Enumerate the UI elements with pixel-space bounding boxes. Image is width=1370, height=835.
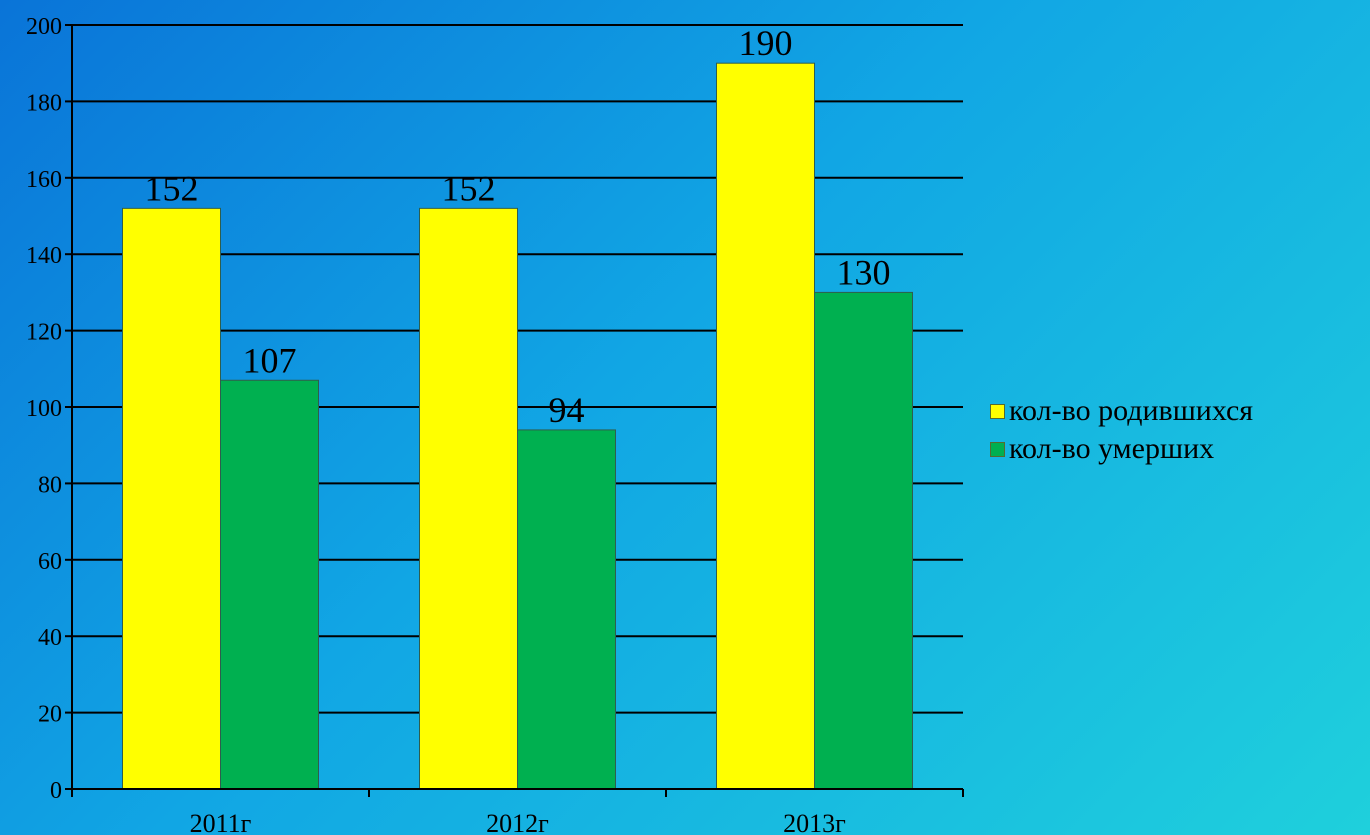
y-tick-label: 60 <box>38 549 62 575</box>
legend-label-births: кол-во родившихся <box>1009 394 1254 427</box>
data-label: 107 <box>243 340 297 380</box>
bar <box>517 429 616 790</box>
data-labels: 152 107 152 94 190 130 <box>145 23 891 430</box>
data-label: 190 <box>739 23 793 63</box>
y-tick-label: 140 <box>26 243 62 269</box>
y-tick-label: 120 <box>26 320 62 346</box>
legend-item-births: кол-во родившихся <box>990 392 1365 430</box>
y-tick-label: 160 <box>26 167 62 193</box>
y-tick-label: 180 <box>26 90 62 116</box>
legend-label-deaths: кол-во умерших <box>1009 432 1215 465</box>
data-label: 94 <box>549 390 585 430</box>
y-tick-label: 80 <box>38 472 62 498</box>
data-label: 152 <box>145 168 199 208</box>
bar <box>716 62 815 790</box>
y-tick-label: 100 <box>26 396 62 422</box>
y-tick-label: 200 <box>26 14 62 40</box>
bar <box>220 379 319 790</box>
bar <box>419 207 518 790</box>
legend-swatch-births <box>990 403 1005 419</box>
y-tick-label: 40 <box>38 625 62 651</box>
x-tick-label: 2013г <box>783 809 846 835</box>
bar <box>122 207 221 790</box>
data-label: 130 <box>837 252 891 292</box>
axes: 0 20 40 60 80 100 120 140 160 180 200 2011г 2012г 201… <box>26 14 964 835</box>
legend-swatch-deaths <box>990 441 1005 457</box>
bar <box>814 291 913 790</box>
y-tick-label: 20 <box>38 702 62 728</box>
bars <box>122 62 913 790</box>
y-tick-label: 0 <box>50 778 62 804</box>
data-label: 152 <box>442 168 496 208</box>
x-tick-label: 2011г <box>190 809 252 835</box>
legend-item-deaths: кол-во умерших <box>990 430 1365 468</box>
legend: кол-во родившихся кол-во умерших <box>990 392 1365 468</box>
x-tick-label: 2012г <box>486 809 549 835</box>
